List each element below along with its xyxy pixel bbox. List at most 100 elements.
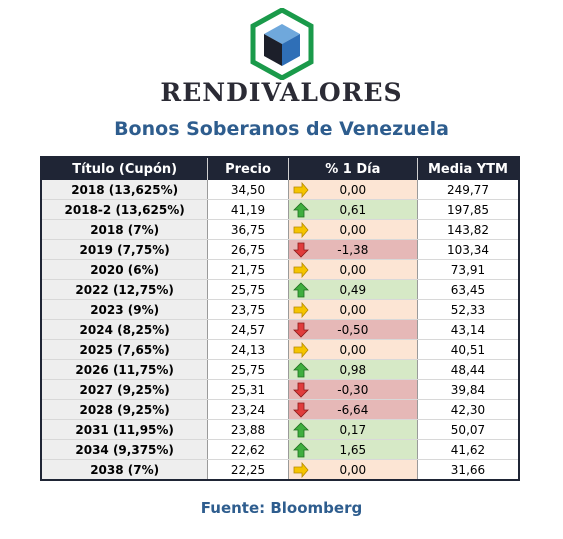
arrow-right-icon — [293, 261, 309, 279]
brand-name: RENDIVALORES — [160, 78, 403, 107]
price-cell: 25,75 — [207, 279, 289, 300]
column-header-change: % 1 Día — [288, 157, 418, 180]
change-value: 0,98 — [339, 362, 367, 377]
table-row: 2028 (9,25%) 23,24 -6,64 42,30 — [41, 399, 519, 420]
table-row: 2031 (11,95%) 23,88 0,17 50,07 — [41, 419, 519, 440]
change-value: -1,38 — [337, 242, 369, 257]
table-row: 2018-2 (13,625%) 41,19 0,61 197,85 — [41, 199, 519, 220]
change-cell: -1,38 — [288, 239, 418, 260]
change-value: -6,64 — [337, 402, 369, 417]
price-cell: 22,62 — [207, 439, 289, 460]
change-value: 0,00 — [339, 182, 367, 197]
column-header-price: Precio — [207, 157, 289, 180]
ytm-cell: 43,14 — [417, 319, 519, 340]
bond-title-cell: 2022 (12,75%) — [41, 279, 209, 300]
change-value: 0,00 — [339, 342, 367, 357]
bond-title-cell: 2034 (9,375%) — [41, 439, 209, 460]
change-value: -0,30 — [337, 382, 369, 397]
change-value: 0,00 — [339, 262, 367, 277]
price-cell: 22,25 — [207, 459, 289, 481]
page-title: Bonos Soberanos de Venezuela — [114, 118, 449, 140]
bond-title-cell: 2018-2 (13,625%) — [41, 199, 209, 220]
change-value: 0,00 — [339, 462, 367, 477]
bond-title-cell: 2018 (7%) — [41, 219, 209, 240]
bond-title-cell: 2038 (7%) — [41, 459, 209, 481]
price-cell: 24,13 — [207, 339, 289, 360]
arrow-right-icon — [293, 341, 309, 359]
price-cell: 25,75 — [207, 359, 289, 380]
price-cell: 21,75 — [207, 259, 289, 280]
bond-title-cell: 2018 (13,625%) — [41, 180, 209, 200]
arrow-down-icon — [292, 402, 309, 418]
bond-title-cell: 2023 (9%) — [41, 299, 209, 320]
bond-title-cell: 2028 (9,25%) — [41, 399, 209, 420]
source-note: Fuente: Bloomberg — [200, 499, 363, 517]
arrow-right-icon — [293, 221, 309, 239]
price-cell: 34,50 — [207, 180, 289, 200]
arrow-up-icon — [292, 202, 309, 218]
table-row: 2025 (7,65%) 24,13 0,00 40,51 — [41, 339, 519, 360]
ytm-cell: 39,84 — [417, 379, 519, 400]
table-row: 2034 (9,375%) 22,62 1,65 41,62 — [41, 439, 519, 460]
ytm-cell: 103,34 — [417, 239, 519, 260]
price-cell: 26,75 — [207, 239, 289, 260]
table-row: 2019 (7,75%) 26,75 -1,38 103,34 — [41, 239, 519, 260]
price-cell: 36,75 — [207, 219, 289, 240]
arrow-right-icon — [293, 461, 309, 479]
change-cell: 0,17 — [288, 419, 418, 440]
change-cell: 0,49 — [288, 279, 418, 300]
bond-title-cell: 2025 (7,65%) — [41, 339, 209, 360]
table-row: 2026 (11,75%) 25,75 0,98 48,44 — [41, 359, 519, 380]
ytm-cell: 63,45 — [417, 279, 519, 300]
change-cell: -0,30 — [288, 379, 418, 400]
table-row: 2027 (9,25%) 25,31 -0,30 39,84 — [41, 379, 519, 400]
change-cell: 0,98 — [288, 359, 418, 380]
ytm-cell: 50,07 — [417, 419, 519, 440]
bond-title-cell: 2019 (7,75%) — [41, 239, 209, 260]
change-value: -0,50 — [337, 322, 369, 337]
bond-title-cell: 2031 (11,95%) — [41, 419, 209, 440]
change-cell: -0,50 — [288, 319, 418, 340]
table-row: 2023 (9%) 23,75 0,00 52,33 — [41, 299, 519, 320]
ytm-cell: 40,51 — [417, 339, 519, 360]
price-cell: 25,31 — [207, 379, 289, 400]
arrow-down-icon — [292, 242, 309, 258]
ytm-cell: 143,82 — [417, 219, 519, 240]
column-header-ytm: Media YTM — [417, 157, 519, 180]
change-value: 0,49 — [339, 282, 367, 297]
change-cell: 0,00 — [288, 459, 418, 481]
change-value: 0,00 — [339, 302, 367, 317]
table-row: 2022 (12,75%) 25,75 0,49 63,45 — [41, 279, 519, 300]
change-value: 0,61 — [339, 202, 367, 217]
price-cell: 41,19 — [207, 199, 289, 220]
ytm-cell: 31,66 — [417, 459, 519, 481]
ytm-cell: 48,44 — [417, 359, 519, 380]
table-row: 2020 (6%) 21,75 0,00 73,91 — [41, 259, 519, 280]
change-cell: -6,64 — [288, 399, 418, 420]
change-cell: 0,00 — [288, 180, 418, 200]
column-header-title: Título (Cupón) — [41, 157, 209, 180]
hexagon-cube-logo-icon — [250, 8, 314, 80]
bond-title-cell: 2020 (6%) — [41, 259, 209, 280]
change-cell: 0,00 — [288, 339, 418, 360]
table-row: 2024 (8,25%) 24,57 -0,50 43,14 — [41, 319, 519, 340]
arrow-up-icon — [292, 282, 309, 298]
price-cell: 23,75 — [207, 299, 289, 320]
arrow-down-icon — [292, 322, 309, 338]
arrow-right-icon — [293, 181, 309, 199]
table-row: 2018 (7%) 36,75 0,00 143,82 — [41, 219, 519, 240]
ytm-cell: 52,33 — [417, 299, 519, 320]
price-cell: 24,57 — [207, 319, 289, 340]
table-body: 2018 (13,625%) 34,50 0,00 249,77 2018-2 (13,… — [41, 180, 519, 481]
change-cell: 0,00 — [288, 259, 418, 280]
price-cell: 23,88 — [207, 419, 289, 440]
change-value: 1,65 — [339, 442, 367, 457]
bond-title-cell: 2027 (9,25%) — [41, 379, 209, 400]
arrow-down-icon — [292, 382, 309, 398]
arrow-up-icon — [292, 422, 309, 438]
change-cell: 0,61 — [288, 199, 418, 220]
change-value: 0,00 — [339, 222, 367, 237]
change-cell: 0,00 — [288, 219, 418, 240]
table-header-row: Título (Cupón) Precio % 1 Día Media YTM — [41, 157, 519, 180]
table-row: 2018 (13,625%) 34,50 0,00 249,77 — [41, 180, 519, 200]
